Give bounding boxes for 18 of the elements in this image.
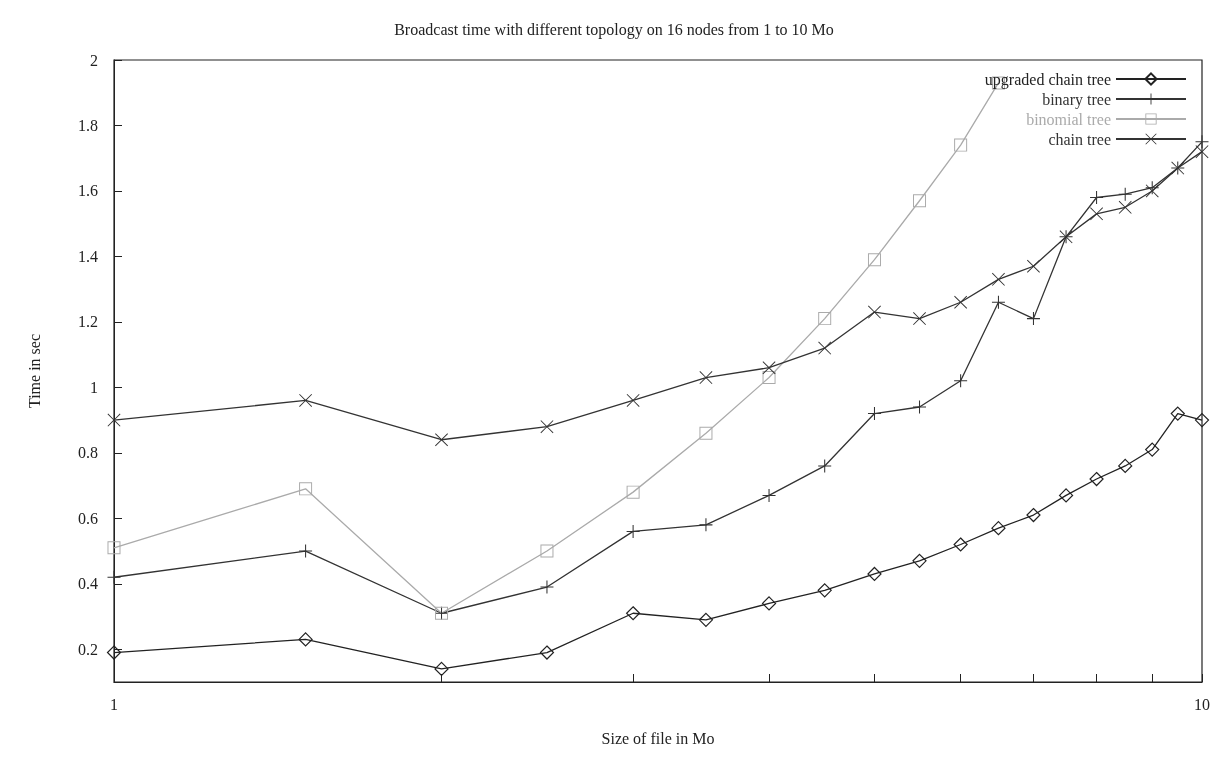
y-axis-title: Time in sec	[25, 333, 43, 409]
y-tick-label: 1.2	[78, 313, 98, 331]
legend-label: binary tree	[1042, 90, 1111, 109]
y-tick-label: 0.4	[78, 575, 98, 593]
y-tick-label: 1.6	[78, 182, 98, 200]
legend-label: binomial tree	[1026, 110, 1111, 128]
chart-title: Broadcast time with different topology on 16 nodes from 1 to 10 Mo	[394, 20, 834, 39]
y-tick-label: 1	[90, 378, 98, 396]
y-tick-label: 2	[90, 51, 98, 69]
y-tick-label: 0.2	[78, 640, 98, 658]
x-axis-title: Size of file in Mo	[601, 729, 715, 747]
legend-label: chain tree	[1048, 130, 1111, 148]
y-tick-label: 0.6	[78, 509, 98, 527]
y-tick-label: 1.4	[78, 247, 98, 265]
y-tick-label: 0.8	[78, 444, 98, 462]
y-tick-label: 1.8	[78, 116, 98, 134]
legend-label: upgraded chain tree	[984, 70, 1111, 89]
x-tick-label: 10	[1194, 695, 1210, 713]
